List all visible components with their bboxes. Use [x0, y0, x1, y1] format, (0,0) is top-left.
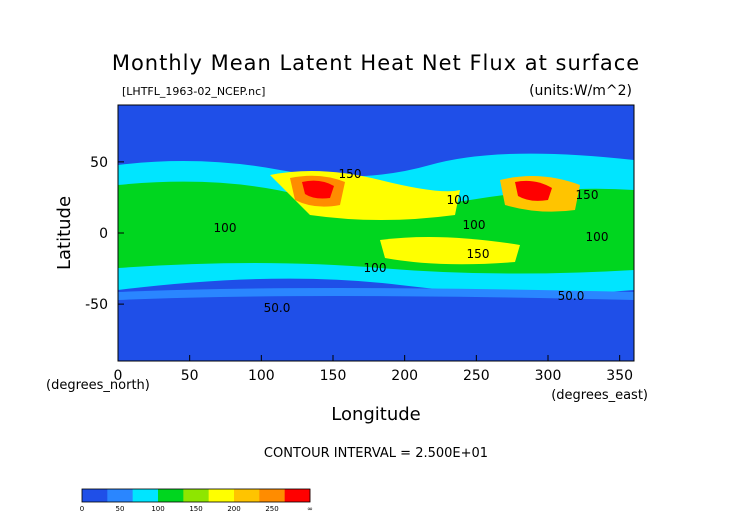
- kuroshio-peak: [302, 180, 334, 199]
- x-tick-label: 50: [181, 368, 199, 384]
- colorbar-swatch: [132, 489, 159, 502]
- contour-label: 150: [467, 247, 490, 261]
- contour-labels: 150 100 100 100 100 150 150 100 50.0 50.0: [214, 167, 609, 315]
- colorbar-swatch: [82, 489, 108, 502]
- south-pacific-high: [380, 236, 520, 265]
- file-label: [LHTFL_1963-02_NCEP.nc]: [122, 85, 265, 98]
- colorbar-swatch: [259, 489, 285, 502]
- y-unit-note: (degrees_north): [46, 378, 150, 393]
- y-tick-label: 0: [99, 226, 108, 242]
- contour-label: 50.0: [558, 289, 585, 303]
- chart-title: Monthly Mean Latent Heat Net Flux at sur…: [112, 51, 640, 75]
- contour-label: 100: [214, 221, 237, 235]
- colorbar-label: 200: [227, 505, 240, 513]
- contour-label: 50.0: [264, 301, 291, 315]
- colorbar-swatch: [234, 489, 260, 502]
- colorbar-swatch: [284, 489, 311, 502]
- colorbar-label: 100: [151, 505, 164, 513]
- colorbar-swatch: [183, 489, 209, 502]
- x-tick-label: 100: [248, 368, 275, 384]
- x-tick-label: 350: [606, 368, 633, 384]
- heatmap-field: [118, 105, 634, 361]
- colorbar: 0 50 100 150 200 250 ∞: [80, 488, 313, 513]
- x-axis-label: Longitude: [331, 404, 421, 425]
- contour-label: 100: [586, 230, 609, 244]
- x-tick-label: 300: [535, 368, 562, 384]
- colorbar-label: 150: [189, 505, 202, 513]
- colorbar-label: 0: [80, 505, 84, 513]
- y-tick-label: -50: [85, 297, 108, 313]
- north-band: [118, 120, 634, 150]
- contour-label: 150: [576, 188, 599, 202]
- units-label: (units:W/m^2): [529, 83, 632, 99]
- x-tick-label: 200: [391, 368, 418, 384]
- colorbar-label: ∞: [307, 505, 313, 513]
- colorbar-swatch: [158, 489, 184, 502]
- contour-label: 100: [463, 218, 486, 232]
- y-tick-label: 50: [90, 155, 108, 171]
- y-axis-label: Latitude: [54, 196, 75, 270]
- gulf-stream-peak: [515, 180, 552, 201]
- colorbar-frame: [81, 488, 311, 503]
- x-tick-label: 150: [320, 368, 347, 384]
- contour-label: 150: [339, 167, 362, 181]
- x-tick-label: 250: [463, 368, 490, 384]
- southern-ocean-band: [118, 295, 634, 361]
- colorbar-label: 50: [116, 505, 125, 513]
- colorbar-label: 250: [265, 505, 278, 513]
- colorbar-swatch: [208, 489, 235, 502]
- contour-interval: CONTOUR INTERVAL = 2.500E+01: [264, 446, 488, 461]
- southern-transition: [118, 288, 634, 300]
- x-axis: 0 50 100 150 200 250 300 350: [114, 355, 633, 384]
- contour-label: 100: [364, 261, 387, 275]
- x-tick-label: 0: [114, 368, 123, 384]
- y-axis: -50 0 50: [85, 155, 124, 313]
- colorbar-swatch: [107, 489, 133, 502]
- x-unit-note: (degrees_east): [551, 388, 648, 403]
- contour-label: 100: [447, 193, 470, 207]
